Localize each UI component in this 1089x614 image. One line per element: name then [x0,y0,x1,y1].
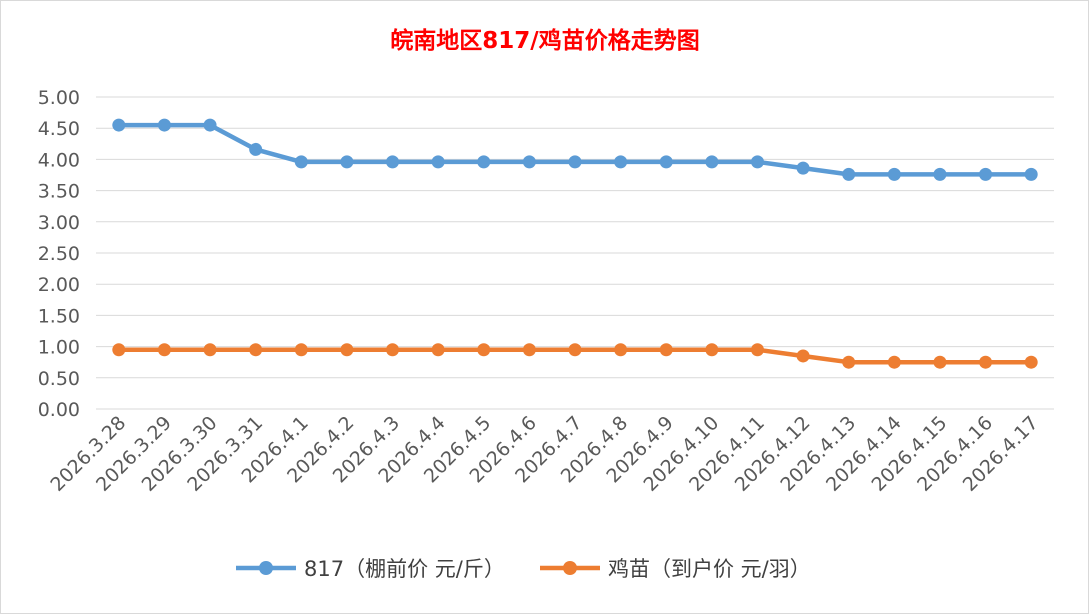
data-point [568,155,582,169]
legend-item: 鸡苗（到户价 元/羽） [540,557,811,581]
data-point [340,155,354,169]
data-point [477,155,491,169]
data-point [705,155,719,169]
y-tick-label: 0.00 [38,399,80,421]
data-point [842,355,856,369]
series-2 [112,343,1038,369]
data-point [386,155,400,169]
y-tick-label: 2.00 [38,274,80,296]
data-point [386,343,400,357]
data-point [750,343,764,357]
data-point [522,155,536,169]
y-tick-label: 3.50 [38,181,80,203]
y-tick-label: 0.50 [38,368,80,390]
data-point [887,167,901,181]
data-point [750,155,764,169]
data-point [614,343,628,357]
data-point [705,343,719,357]
legend-item: 817（棚前价 元/斤） [236,557,505,581]
y-axis-tick-labels: 0.00 0.50 1.00 1.50 2.00 2.50 3.00 3.50 4.00 4.50… [38,87,80,421]
legend-marker-swatch [259,561,273,575]
y-tick-label: 4.00 [38,149,80,171]
data-point [203,343,217,357]
data-point [157,118,171,132]
data-point [112,118,126,132]
data-point [1024,355,1038,369]
series-1 [112,118,1038,181]
series-group [112,118,1038,369]
y-tick-label: 5.00 [38,87,80,109]
data-point [659,155,673,169]
data-point [796,161,810,175]
y-tick-label: 2.50 [38,243,80,265]
data-point [203,118,217,132]
data-point [842,167,856,181]
data-point [522,343,536,357]
data-point [1024,167,1038,181]
data-point [431,155,445,169]
legend-marker-swatch [563,561,577,575]
data-point [659,343,673,357]
data-point [249,142,263,156]
data-point [431,343,445,357]
data-point [477,343,491,357]
legend: 817（棚前价 元/斤） 鸡苗（到户价 元/羽） [236,557,811,581]
chart-title: 皖南地区817/鸡苗价格走势图 [390,27,699,54]
data-point [979,355,993,369]
legend-label: 鸡苗（到户价 元/羽） [608,557,811,581]
y-tick-label: 1.00 [38,337,80,359]
data-point [614,155,628,169]
data-point [112,343,126,357]
data-point [796,349,810,363]
y-tick-label: 1.50 [38,305,80,327]
data-point [157,343,171,357]
data-point [249,343,263,357]
y-tick-label: 4.50 [38,118,80,140]
data-point [933,355,947,369]
data-point [294,155,308,169]
data-point [933,167,947,181]
data-point [294,343,308,357]
legend-label: 817（棚前价 元/斤） [304,557,505,581]
data-point [568,343,582,357]
data-point [340,343,354,357]
y-tick-label: 3.00 [38,212,80,234]
data-point [979,167,993,181]
data-point [887,355,901,369]
